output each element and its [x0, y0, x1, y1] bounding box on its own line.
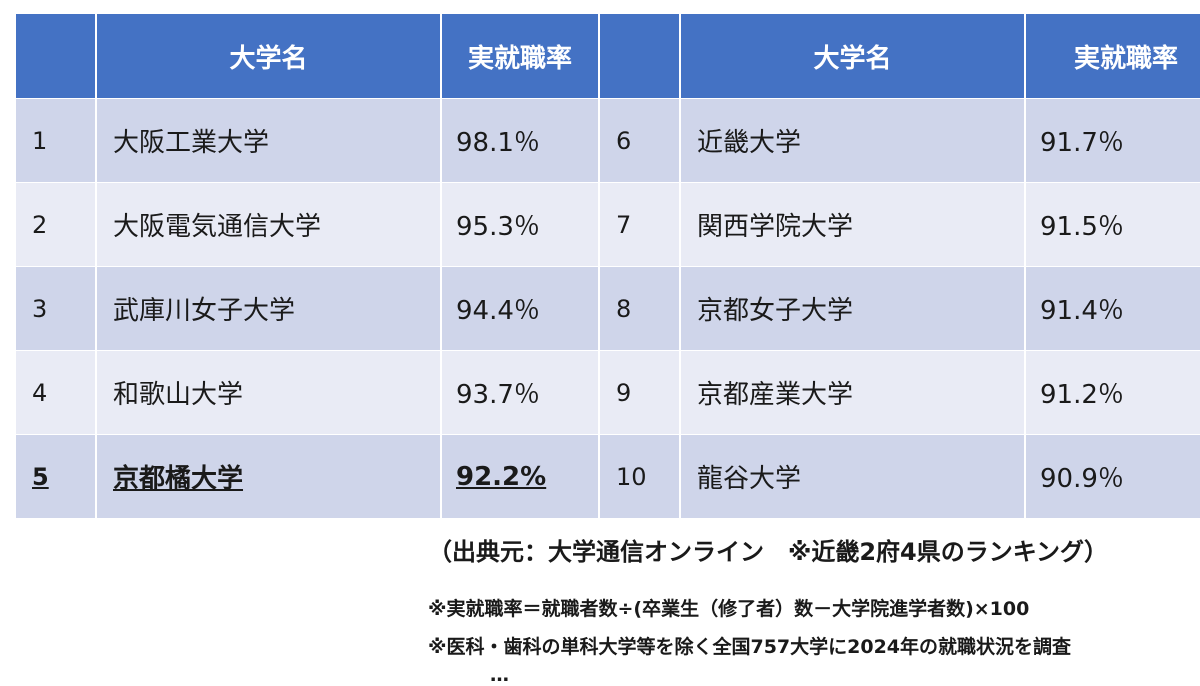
rank-cell: 7 — [600, 182, 679, 266]
cut-off-note: … — [490, 664, 509, 686]
header-employment-rate-left: 実就職率 — [442, 14, 598, 98]
rank-cell: 1 — [16, 98, 95, 182]
university-name-cell: 大阪電気通信大学 — [97, 182, 440, 266]
header-rank-right — [600, 14, 679, 98]
employment-rate-cell: 91.2％ — [1026, 350, 1200, 434]
university-name-cell: 龍谷大学 — [681, 434, 1024, 518]
header-rank-left — [16, 14, 95, 98]
table-header-row: 大学名 実就職率 大学名 実就職率 — [16, 14, 1200, 98]
header-university-name-left: 大学名 — [97, 14, 440, 98]
university-name-cell: 和歌山大学 — [97, 350, 440, 434]
table-row: 4 和歌山大学 93.7％ 9 京都産業大学 91.2％ — [16, 350, 1200, 434]
table-row-highlighted: 5 京都橘大学 92.2% 10 龍谷大学 90.9％ — [16, 434, 1200, 518]
employment-rate-cell: 98.1％ — [442, 98, 598, 182]
header-university-name-right: 大学名 — [681, 14, 1024, 98]
university-name-cell: 京都産業大学 — [681, 350, 1024, 434]
university-name-cell: 大阪工業大学 — [97, 98, 440, 182]
employment-rate-cell: 95.3％ — [442, 182, 598, 266]
table-row: 1 大阪工業大学 98.1％ 6 近畿大学 91.7％ — [16, 98, 1200, 182]
university-name-cell-highlighted: 京都橘大学 — [97, 434, 440, 518]
rank-cell: 8 — [600, 266, 679, 350]
university-name-cell: 関西学院大学 — [681, 182, 1024, 266]
table-row: 3 武庫川女子大学 94.4％ 8 京都女子大学 91.4％ — [16, 266, 1200, 350]
rank-cell: 10 — [600, 434, 679, 518]
rank-cell-highlighted: 5 — [16, 434, 95, 518]
employment-rate-cell: 91.5％ — [1026, 182, 1200, 266]
rank-cell: 6 — [600, 98, 679, 182]
ranking-table: 大学名 実就職率 大学名 実就職率 1 大阪工業大学 98.1％ 6 近畿大学 … — [14, 14, 1200, 518]
employment-rate-cell: 90.9％ — [1026, 434, 1200, 518]
table-row: 2 大阪電気通信大学 95.3％ 7 関西学院大学 91.5％ — [16, 182, 1200, 266]
rank-cell: 4 — [16, 350, 95, 434]
rank-cell: 9 — [600, 350, 679, 434]
employment-rate-cell: 91.4％ — [1026, 266, 1200, 350]
employment-rate-cell: 94.4％ — [442, 266, 598, 350]
rank-cell: 2 — [16, 182, 95, 266]
employment-rate-cell: 93.7％ — [442, 350, 598, 434]
source-note: （出典元：大学通信オンライン ※近畿2府4県のランキング） — [428, 538, 1109, 566]
header-employment-rate-right: 実就職率 — [1026, 14, 1200, 98]
employment-rate-cell-highlighted: 92.2% — [442, 434, 598, 518]
employment-rate-cell: 91.7％ — [1026, 98, 1200, 182]
survey-scope-note: ※医科・歯科の単科大学等を除く全国757大学に2024年の就職状況を調査 — [428, 636, 1072, 658]
rank-cell: 3 — [16, 266, 95, 350]
formula-note: ※実就職率＝就職者数÷(卒業生（修了者）数－大学院進学者数)×100 — [428, 598, 1030, 620]
university-name-cell: 近畿大学 — [681, 98, 1024, 182]
university-name-cell: 武庫川女子大学 — [97, 266, 440, 350]
university-name-cell: 京都女子大学 — [681, 266, 1024, 350]
